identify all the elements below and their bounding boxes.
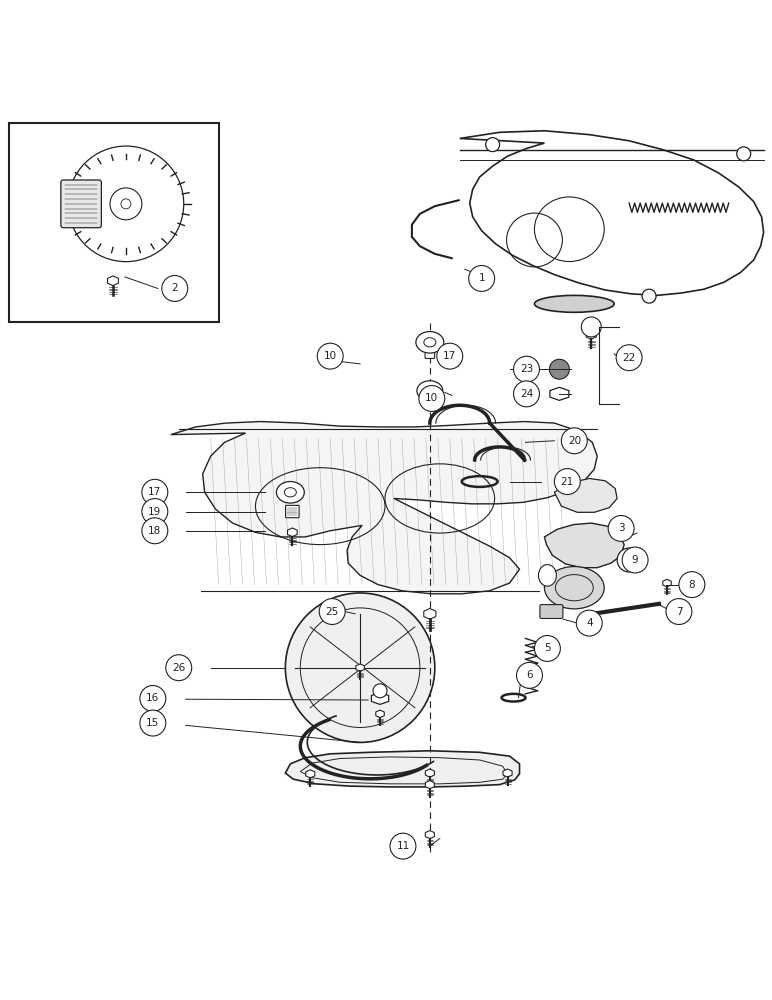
Polygon shape	[503, 769, 512, 777]
Circle shape	[516, 662, 543, 688]
Polygon shape	[586, 330, 597, 339]
Polygon shape	[286, 751, 520, 787]
Polygon shape	[306, 770, 315, 778]
FancyBboxPatch shape	[425, 343, 435, 358]
Circle shape	[373, 684, 387, 698]
FancyBboxPatch shape	[540, 605, 563, 618]
Polygon shape	[356, 664, 364, 671]
Circle shape	[622, 547, 648, 573]
Circle shape	[320, 599, 345, 624]
Circle shape	[736, 147, 750, 161]
Ellipse shape	[534, 295, 615, 312]
Text: 19: 19	[148, 507, 161, 517]
FancyBboxPatch shape	[9, 123, 218, 322]
Ellipse shape	[416, 332, 444, 353]
Circle shape	[513, 381, 540, 407]
Circle shape	[419, 386, 445, 411]
Text: 16: 16	[146, 693, 160, 703]
Polygon shape	[376, 710, 384, 718]
Text: 1: 1	[479, 273, 485, 283]
Circle shape	[121, 199, 131, 209]
Polygon shape	[425, 769, 435, 777]
Polygon shape	[550, 387, 569, 400]
Text: 11: 11	[396, 841, 410, 851]
Text: 10: 10	[323, 351, 337, 361]
Circle shape	[142, 479, 168, 505]
Circle shape	[642, 289, 656, 303]
Circle shape	[561, 428, 587, 454]
Circle shape	[317, 343, 344, 369]
Circle shape	[577, 610, 602, 636]
Text: 25: 25	[326, 607, 339, 617]
Circle shape	[608, 516, 634, 541]
Text: 10: 10	[425, 393, 438, 403]
Text: 2: 2	[171, 283, 178, 293]
FancyBboxPatch shape	[426, 394, 434, 405]
Text: 26: 26	[172, 663, 185, 673]
Ellipse shape	[544, 567, 604, 609]
Circle shape	[679, 572, 705, 598]
Text: 15: 15	[146, 718, 160, 728]
Polygon shape	[107, 276, 118, 286]
Circle shape	[140, 710, 166, 736]
Circle shape	[390, 833, 416, 859]
Polygon shape	[171, 422, 598, 594]
Circle shape	[534, 636, 560, 661]
Circle shape	[142, 518, 168, 544]
Text: 7: 7	[676, 607, 682, 617]
Circle shape	[513, 356, 540, 382]
Circle shape	[286, 593, 435, 742]
Text: 23: 23	[520, 364, 533, 374]
Circle shape	[166, 655, 191, 681]
Circle shape	[617, 548, 641, 572]
Text: 18: 18	[148, 526, 161, 536]
Text: 21: 21	[560, 477, 574, 487]
Circle shape	[666, 599, 692, 624]
FancyBboxPatch shape	[61, 180, 101, 228]
Circle shape	[550, 359, 569, 379]
Polygon shape	[425, 831, 435, 839]
Circle shape	[142, 499, 168, 524]
Text: 17: 17	[148, 487, 161, 497]
Polygon shape	[287, 528, 297, 537]
Polygon shape	[544, 523, 624, 568]
Circle shape	[110, 188, 142, 220]
Text: 24: 24	[520, 389, 533, 399]
Text: 6: 6	[527, 670, 533, 680]
Text: 22: 22	[622, 353, 636, 363]
Text: 20: 20	[567, 436, 581, 446]
Circle shape	[469, 266, 495, 291]
Circle shape	[486, 138, 499, 152]
Polygon shape	[662, 579, 671, 587]
Text: 9: 9	[631, 555, 638, 565]
Polygon shape	[425, 781, 435, 789]
Text: 3: 3	[618, 523, 625, 533]
Ellipse shape	[276, 482, 304, 503]
Text: 17: 17	[443, 351, 456, 361]
Text: 5: 5	[544, 643, 550, 653]
Circle shape	[616, 345, 642, 371]
Polygon shape	[424, 608, 436, 619]
Text: 4: 4	[586, 618, 593, 628]
Polygon shape	[554, 478, 617, 512]
Polygon shape	[371, 693, 388, 704]
Circle shape	[554, 469, 581, 494]
Circle shape	[581, 317, 601, 337]
Text: 8: 8	[689, 580, 696, 590]
Ellipse shape	[417, 381, 443, 401]
Circle shape	[437, 343, 462, 369]
Ellipse shape	[538, 565, 557, 586]
Circle shape	[140, 686, 166, 711]
FancyBboxPatch shape	[286, 505, 299, 518]
Circle shape	[162, 276, 188, 301]
